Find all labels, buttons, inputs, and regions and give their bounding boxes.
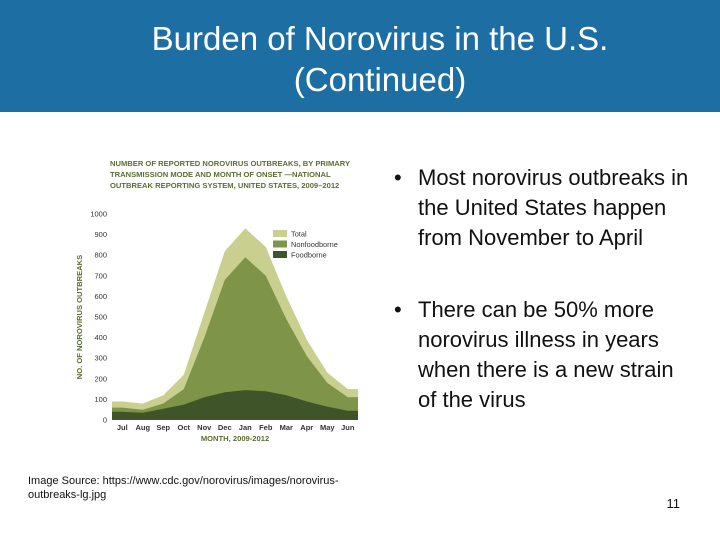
y-tick-label: 300 bbox=[94, 354, 107, 363]
chart-figure: NUMBER OF REPORTED NOROVIRUS OUTBREAKS, … bbox=[70, 152, 370, 452]
y-axis-label: NO. OF NOROVIRUS OUTBREAKS bbox=[75, 255, 84, 379]
y-tick-label: 800 bbox=[94, 251, 107, 260]
y-tick-label: 0 bbox=[103, 416, 107, 425]
bullet-item: • Most norovirus outbreaks in the United… bbox=[390, 163, 690, 253]
x-tick-label: May bbox=[320, 423, 335, 432]
bullet-text: Most norovirus outbreaks in the United S… bbox=[418, 165, 689, 250]
legend-swatch bbox=[273, 251, 287, 258]
legend-swatch bbox=[273, 230, 287, 237]
x-tick-label: Nov bbox=[197, 423, 212, 432]
x-tick-label: Jul bbox=[117, 423, 128, 432]
bullet-dot: • bbox=[394, 165, 402, 190]
image-source-caption: Image Source: https://www.cdc.gov/norovi… bbox=[28, 475, 339, 501]
x-tick-label: Mar bbox=[280, 423, 293, 432]
x-tick-label: Jun bbox=[341, 423, 355, 432]
bullet-dot: • bbox=[394, 297, 402, 322]
x-tick-label: Dec bbox=[218, 423, 232, 432]
x-axis-label: MONTH, 2009-2012 bbox=[201, 434, 269, 443]
page-number: 11 bbox=[666, 496, 681, 511]
y-tick-label: 600 bbox=[94, 292, 107, 301]
x-tick-label: Jan bbox=[239, 423, 252, 432]
chart-title-line: NUMBER OF REPORTED NOROVIRUS OUTBREAKS, … bbox=[110, 159, 350, 168]
y-tick-label: 700 bbox=[94, 271, 107, 280]
title-banner: Burden of Norovirus in the U.S. (Continu… bbox=[0, 0, 720, 112]
area-series-foodborne bbox=[112, 390, 358, 420]
legend-label: Total bbox=[291, 230, 307, 239]
y-tick-label: 500 bbox=[94, 313, 107, 322]
bullet-item: • There can be 50% more norovirus illnes… bbox=[390, 295, 690, 415]
slide-title-line-2: (Continued) bbox=[293, 61, 467, 98]
y-tick-label: 900 bbox=[94, 230, 107, 239]
area-series-nonfoodborne bbox=[112, 257, 358, 420]
x-tick-label: Sep bbox=[156, 423, 170, 432]
x-tick-label: Oct bbox=[177, 423, 190, 432]
x-tick-label: Aug bbox=[135, 423, 150, 432]
legend-label: Foodborne bbox=[291, 251, 327, 260]
bullet-text: There can be 50% more norovirus illness … bbox=[418, 297, 674, 412]
legend-label: Nonfoodborne bbox=[291, 240, 338, 249]
y-tick-label: 200 bbox=[94, 374, 107, 383]
legend-swatch bbox=[273, 240, 287, 248]
x-tick-label: Apr bbox=[300, 423, 313, 432]
x-tick-label: Feb bbox=[259, 423, 273, 432]
slide-title: Burden of Norovirus in the U.S. (Continu… bbox=[40, 18, 720, 100]
y-tick-label: 400 bbox=[94, 333, 107, 342]
slide-title-line-1: Burden of Norovirus in the U.S. bbox=[151, 20, 609, 57]
bullet-list: • Most norovirus outbreaks in the United… bbox=[390, 163, 690, 415]
y-tick-label: 100 bbox=[94, 395, 107, 404]
chart-title-line: OUTBREAK REPORTING SYSTEM, UNITED STATES… bbox=[110, 181, 339, 190]
y-tick-label: 1000 bbox=[90, 210, 107, 219]
outbreak-area-chart: NUMBER OF REPORTED NOROVIRUS OUTBREAKS, … bbox=[75, 159, 358, 443]
chart-title-line: TRANSMISSION MODE AND MONTH OF ONSET —NA… bbox=[110, 170, 331, 179]
